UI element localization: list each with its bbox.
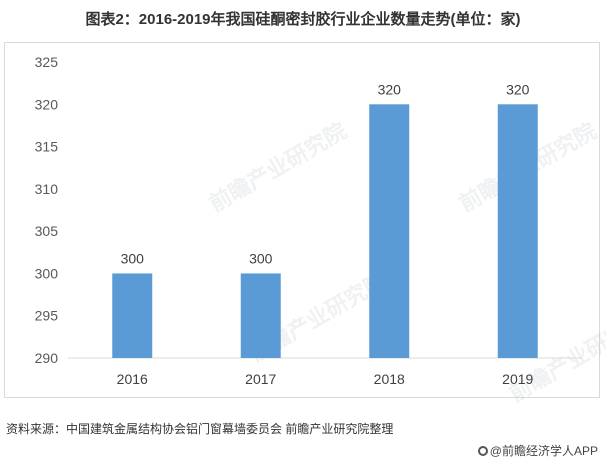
y-tick-label: 325 xyxy=(35,54,59,70)
data-label: 320 xyxy=(506,81,530,97)
chart-title: 图表2：2016-2019年我国硅酮密封胶行业企业数量走势(单位：家) xyxy=(85,11,521,28)
y-tick-label: 295 xyxy=(35,308,59,324)
x-tick-label: 2017 xyxy=(245,371,276,387)
brand-text: @前瞻经济学人APP xyxy=(489,444,598,458)
y-tick-label: 290 xyxy=(35,350,59,366)
bar-2017 xyxy=(240,273,281,358)
x-tick-label: 2016 xyxy=(117,371,148,387)
data-label: 300 xyxy=(121,250,145,266)
bar-2018 xyxy=(369,104,410,359)
brand-logo-icon xyxy=(477,446,488,456)
source-note: 资料来源：中国建筑金属结构协会铝门窗幕墙委员会 前瞻产业研究院整理 xyxy=(6,422,394,436)
brand-label: @前瞻经济学人APP xyxy=(477,442,598,459)
data-label: 300 xyxy=(249,250,273,266)
bar-2019 xyxy=(497,104,538,359)
y-tick-label: 300 xyxy=(35,265,59,281)
y-tick-label: 310 xyxy=(35,181,59,197)
bar-2016 xyxy=(112,273,153,358)
y-tick-label: 320 xyxy=(35,96,59,112)
y-tick-label: 305 xyxy=(35,223,59,239)
data-label: 320 xyxy=(378,81,402,97)
x-tick-label: 2018 xyxy=(374,371,405,387)
y-tick-label: 315 xyxy=(35,139,59,155)
x-tick-label: 2019 xyxy=(502,371,533,387)
